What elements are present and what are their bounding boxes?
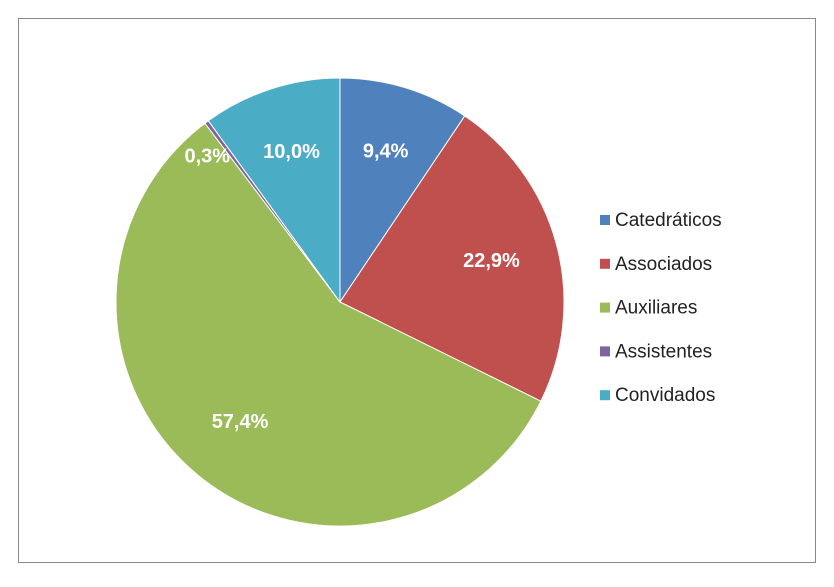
pie-slice [115, 122, 542, 527]
data-label: 22,9% [463, 250, 520, 272]
legend-swatch [600, 346, 610, 357]
data-label: 0,3% [185, 146, 231, 168]
legend-swatch [600, 215, 610, 225]
legend-label: Auxiliares [615, 298, 697, 319]
data-label: 10,0% [263, 141, 320, 163]
legend-label: Convidados [615, 385, 715, 406]
pie-slice [339, 77, 466, 304]
pie-slice [207, 77, 341, 304]
data-label: 57,4% [212, 411, 269, 433]
legend-label: Associados [615, 254, 712, 275]
legend-label: Catedráticos [615, 210, 722, 231]
legend-swatch [600, 390, 610, 401]
legend-swatch [600, 302, 610, 313]
legend-swatch [600, 258, 610, 269]
pie-slice [339, 115, 565, 402]
legend-label: Assistentes [615, 341, 712, 362]
data-label: 9,4% [363, 140, 409, 162]
